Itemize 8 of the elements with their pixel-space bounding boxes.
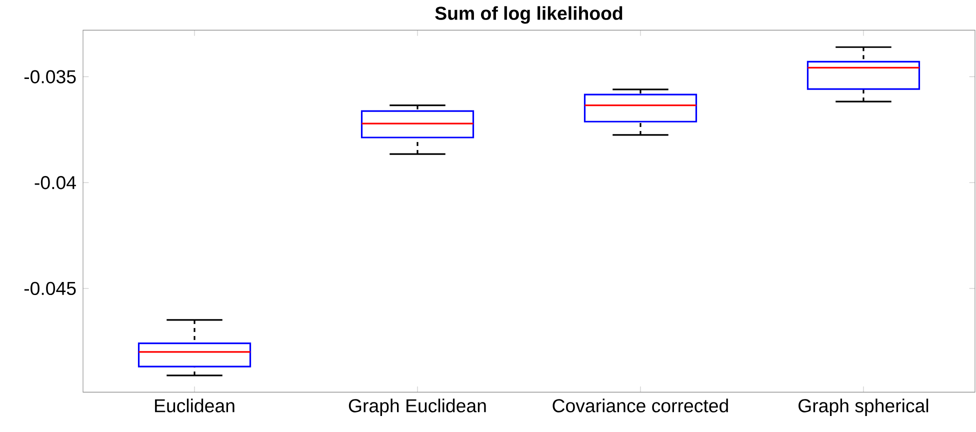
y-tick-label: -0.04	[34, 176, 76, 190]
x-tick-label: Euclidean	[155, 398, 234, 412]
y-tick-label: -0.045	[24, 282, 76, 295]
x-tick-label: Covariance corrected	[552, 398, 728, 412]
x-tick-label: Graph Euclidean	[348, 398, 486, 416]
chart-title: Sum of log likelihood	[435, 6, 622, 24]
x-tick-label: Graph spherical	[798, 398, 928, 416]
y-tick-label: -0.035	[24, 70, 76, 84]
